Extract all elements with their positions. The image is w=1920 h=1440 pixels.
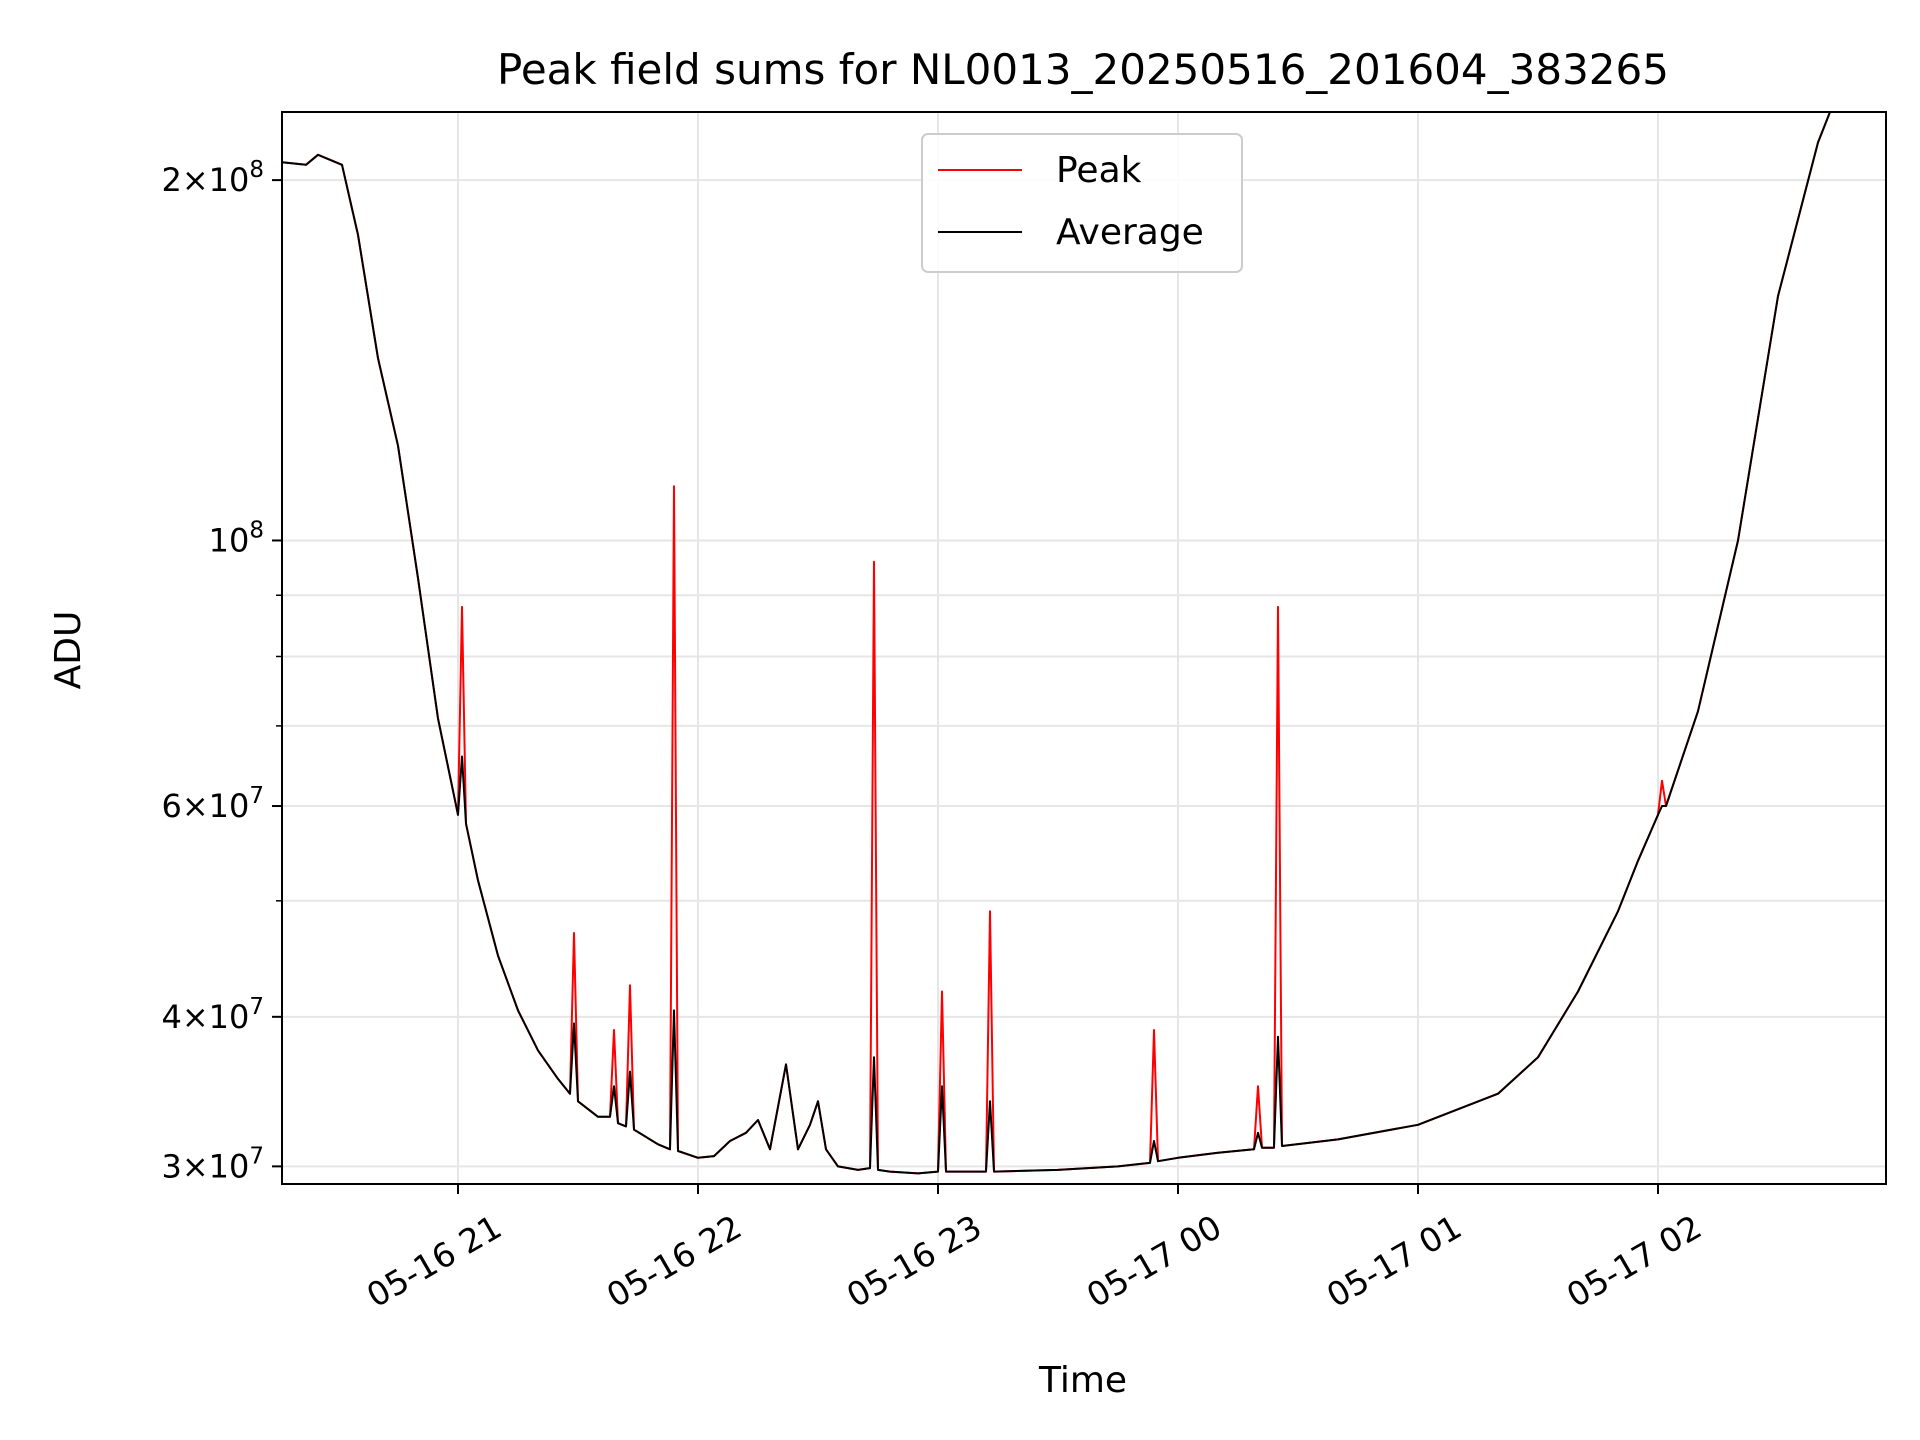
plot-area <box>282 112 1831 1175</box>
legend-box <box>921 133 1243 273</box>
y-tick-label: 2×108 <box>161 157 264 199</box>
legend-label-peak: Peak <box>1056 150 1142 191</box>
chart-title: Peak field sums for NL0013_20250516_2016… <box>497 45 1669 94</box>
y-tick-label: 6×107 <box>161 783 264 825</box>
y-tick-label: 3×107 <box>161 1143 264 1185</box>
series-line-average <box>282 112 1831 1175</box>
legend-label-average: Average <box>1056 212 1204 253</box>
plot-frame <box>281 111 1887 1185</box>
y-tick-label: 4×107 <box>161 994 264 1036</box>
x-axis-label: Time <box>1038 1360 1127 1401</box>
grid <box>282 112 1886 1184</box>
y-axis-label: ADU <box>48 611 89 690</box>
legend: Peak Average <box>921 133 1243 273</box>
y-tick-label: 108 <box>209 517 264 559</box>
